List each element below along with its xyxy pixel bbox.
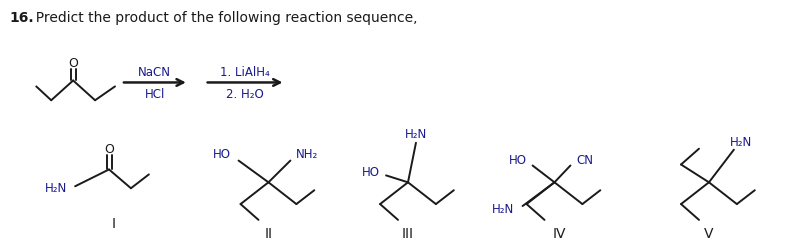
Text: H₂N: H₂N — [730, 136, 752, 149]
Text: HCl: HCl — [145, 88, 165, 101]
Text: H₂N: H₂N — [492, 204, 515, 217]
Text: V: V — [705, 227, 713, 241]
Text: I: I — [112, 217, 116, 231]
Text: NH₂: NH₂ — [297, 148, 318, 161]
Text: HO: HO — [508, 154, 527, 167]
Text: HO: HO — [213, 148, 230, 161]
Text: II: II — [264, 227, 272, 241]
Text: HO: HO — [362, 166, 380, 179]
Text: 2. H₂O: 2. H₂O — [226, 88, 264, 101]
Text: III: III — [402, 227, 414, 241]
Text: O: O — [104, 143, 114, 156]
Text: Predict the product of the following reaction sequence,: Predict the product of the following rea… — [27, 11, 418, 25]
Text: 16.: 16. — [10, 11, 34, 25]
Text: 1. LiAlH₄: 1. LiAlH₄ — [220, 66, 270, 79]
Text: H₂N: H₂N — [45, 182, 67, 195]
Text: IV: IV — [553, 227, 566, 241]
Text: H₂N: H₂N — [405, 128, 427, 141]
Text: CN: CN — [576, 154, 593, 167]
Text: NaCN: NaCN — [138, 66, 171, 79]
Text: O: O — [68, 57, 78, 70]
